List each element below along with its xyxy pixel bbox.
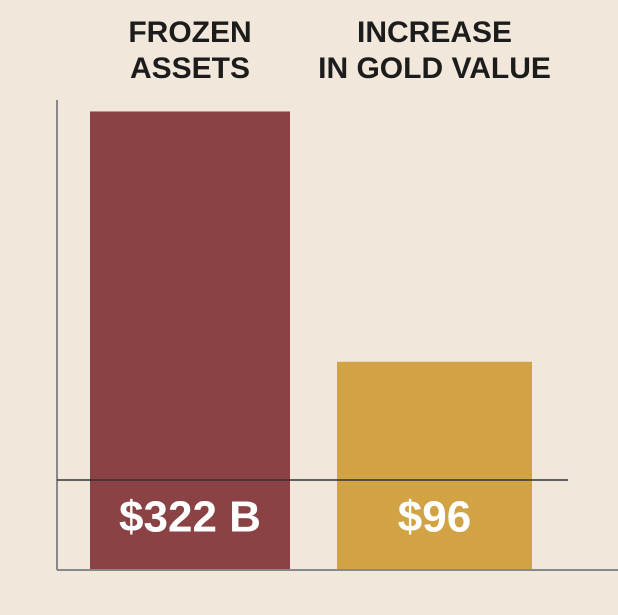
category-label: INCREASE bbox=[357, 16, 512, 49]
value-label: $322 B bbox=[119, 493, 261, 542]
bar bbox=[337, 361, 532, 570]
bar bbox=[90, 111, 290, 570]
category-label: IN GOLD VALUE bbox=[318, 52, 551, 85]
category-label: ASSETS bbox=[130, 52, 250, 85]
value-label: $96 bbox=[398, 493, 471, 542]
category-label: FROZEN bbox=[128, 16, 251, 49]
